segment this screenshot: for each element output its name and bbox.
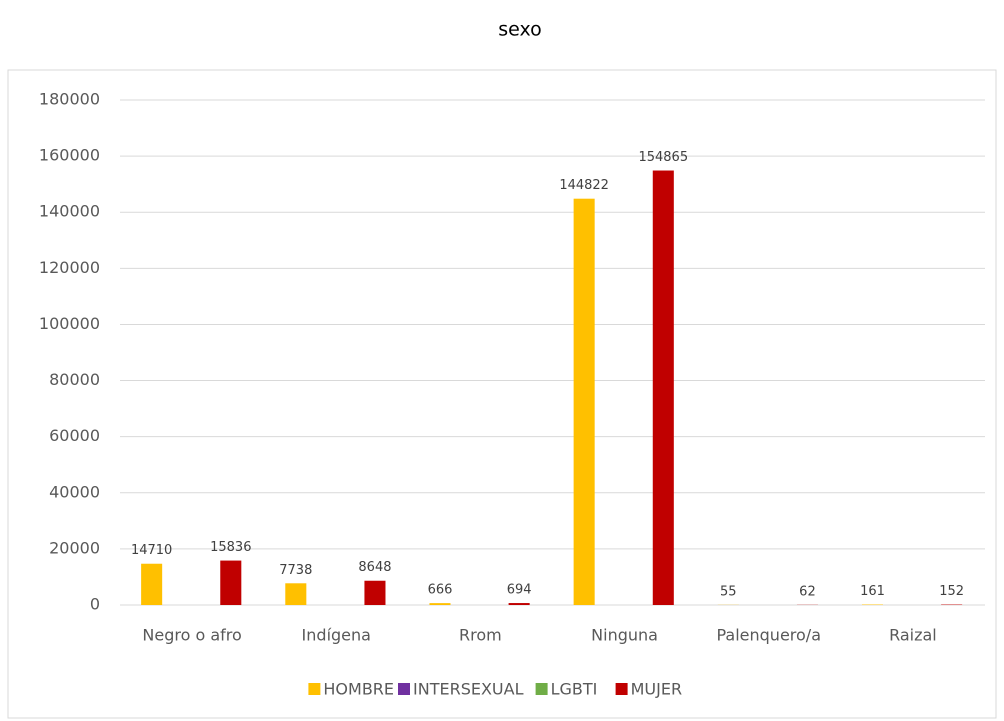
bar	[285, 583, 307, 605]
data-label: 152	[939, 584, 964, 599]
y-tick-label: 140000	[39, 202, 100, 221]
data-label: 14710	[131, 543, 172, 558]
y-tick-label: 40000	[49, 482, 100, 501]
legend-label: LGBTI	[551, 680, 598, 699]
x-tick-label: Ninguna	[591, 626, 658, 645]
legend-swatch	[308, 683, 321, 695]
bar	[652, 170, 674, 605]
legend-label: INTERSEXUAL	[413, 680, 524, 699]
data-label: 666	[428, 583, 453, 598]
y-tick-label: 20000	[49, 538, 100, 557]
data-label: 154865	[638, 150, 688, 165]
data-label: 55	[720, 584, 737, 599]
y-tick-label: 80000	[49, 370, 100, 389]
y-tick-label: 120000	[39, 258, 100, 277]
legend-swatch	[615, 683, 628, 695]
data-label: 15836	[210, 540, 251, 555]
data-label: 144822	[559, 178, 609, 193]
x-tick-label: Rrom	[459, 626, 502, 645]
data-label: 62	[799, 584, 816, 599]
x-tick-label: Indígena	[302, 626, 371, 645]
data-label: 7738	[279, 563, 312, 578]
legend-label: HOMBRE	[323, 680, 394, 699]
chart-title: sexo	[498, 19, 542, 41]
bar	[508, 603, 530, 605]
bar	[141, 563, 163, 605]
bar	[364, 580, 386, 605]
legend-swatch	[535, 683, 548, 695]
x-tick-label: Negro o afro	[142, 626, 241, 645]
data-label: 161	[860, 584, 885, 599]
x-tick-label: Palenquero/a	[716, 626, 821, 645]
legend-swatch	[398, 683, 410, 695]
data-label: 8648	[358, 560, 391, 575]
x-tick-label: Raizal	[889, 626, 937, 645]
y-tick-label: 100000	[39, 314, 100, 333]
bar	[429, 603, 451, 605]
y-tick-label: 180000	[39, 90, 100, 109]
chart-frame	[7, 69, 997, 719]
legend-label: MUJER	[631, 680, 682, 699]
y-tick-label: 160000	[39, 146, 100, 165]
bar	[220, 560, 242, 605]
y-tick-label: 60000	[49, 426, 100, 445]
y-tick-label: 0	[90, 595, 100, 614]
bar	[573, 198, 595, 605]
data-label: 694	[507, 583, 532, 598]
